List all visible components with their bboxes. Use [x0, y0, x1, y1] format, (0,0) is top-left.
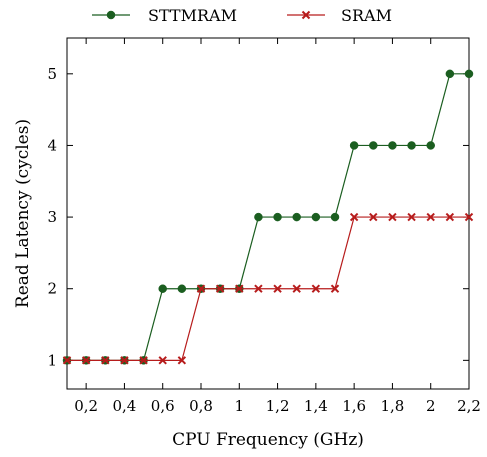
x-tick-label: 1,2 — [266, 397, 290, 415]
data-point-sram — [196, 284, 206, 293]
data-point-sttmram — [369, 141, 378, 150]
data-point-sttmram — [407, 141, 416, 150]
x-stroke — [101, 356, 110, 365]
x-stroke — [81, 356, 91, 365]
x-tick-label: 1 — [235, 397, 245, 415]
legend-marker — [106, 10, 116, 20]
data-point-sram — [464, 212, 474, 222]
plot-frame — [66, 37, 470, 390]
series-line-sram — [67, 216, 469, 361]
data-point-sttmram — [177, 284, 187, 293]
series-sram — [62, 212, 474, 365]
data-point-sttmram — [464, 69, 474, 79]
data-point-sram — [235, 284, 244, 293]
legend-label-sram: SRAM — [341, 6, 392, 25]
x-stroke — [311, 284, 321, 293]
data-point-sttmram — [273, 212, 282, 222]
x-stroke — [426, 212, 435, 222]
x-stroke — [177, 356, 187, 365]
data-point-sttmram — [292, 212, 301, 222]
data-point-sram — [349, 212, 359, 222]
x-stroke — [235, 284, 244, 293]
data-point-sram — [158, 356, 167, 365]
legend-label-sttmram: STTMRAM — [148, 6, 237, 25]
data-point-sttmram — [311, 212, 321, 222]
x-tick-label: 1,4 — [304, 397, 328, 415]
x-stroke — [330, 284, 340, 293]
data-point-sram — [177, 356, 187, 365]
x-stroke — [215, 284, 225, 293]
data-point-sram — [120, 356, 129, 365]
data-point-sram — [292, 284, 301, 293]
x-stroke — [120, 356, 129, 365]
data-point-sttmram — [254, 212, 263, 222]
x-stroke — [388, 212, 397, 222]
x-stroke — [292, 284, 301, 293]
legend-item-sttmram: STTMRAM — [92, 6, 237, 25]
y-tick-label: 5 — [47, 65, 57, 83]
x-tick-label: 0,6 — [151, 397, 175, 415]
data-point-sttmram — [349, 141, 359, 150]
x-stroke — [158, 356, 167, 365]
x-stroke — [273, 284, 282, 293]
legend: STTMRAM SRAM — [92, 6, 392, 25]
x-stroke — [301, 10, 311, 20]
x-stroke — [254, 284, 263, 293]
x-stroke — [407, 212, 416, 222]
legend-marker — [301, 10, 311, 20]
data-point-sram — [407, 212, 416, 222]
x-tick-label: 0,4 — [112, 397, 136, 415]
data-point-sram — [139, 356, 148, 365]
x-stroke — [445, 212, 455, 222]
x-tick-label: 0,8 — [189, 397, 213, 415]
x-stroke — [196, 284, 206, 293]
data-point-sram — [388, 212, 397, 222]
data-point-sram — [101, 356, 110, 365]
x-tick-label: 1,6 — [342, 397, 366, 415]
x-axis-label: CPU Frequency (GHz) — [172, 430, 364, 450]
data-point-sram — [330, 284, 340, 293]
x-tick-label: 2 — [426, 397, 436, 415]
x-tick-label: 0,2 — [74, 397, 98, 415]
x-stroke — [349, 212, 359, 222]
data-point-sram — [445, 212, 455, 222]
data-point-sttmram — [445, 69, 455, 79]
y-tick-label: 4 — [47, 136, 57, 154]
data-point-sram — [426, 212, 435, 222]
x-tick-label: 2,2 — [457, 397, 481, 415]
x-stroke — [464, 212, 474, 222]
y-tick-label: 3 — [47, 208, 57, 226]
legend-item-sram: SRAM — [287, 6, 392, 25]
data-point-sttmram — [330, 212, 340, 222]
x-tick-label: 1,8 — [380, 397, 404, 415]
x-stroke — [62, 356, 72, 365]
y-tick-label: 2 — [47, 280, 57, 298]
data-point-sram — [81, 356, 91, 365]
plot-area: 0,2 0,4 0,6 0,8 1 1,2 1,4 1,6 1,8 2 2,2 1 2 3 4 5 — [47, 37, 481, 415]
data-point-sram — [311, 284, 321, 293]
y-tick-label: 1 — [47, 351, 57, 369]
x-stroke — [369, 212, 378, 222]
x-stroke — [139, 356, 148, 365]
data-point-sttmram — [426, 141, 435, 150]
data-point-sram — [369, 212, 378, 222]
data-point-sram — [254, 284, 263, 293]
data-point-sttmram — [158, 284, 167, 293]
y-axis-label: Read Latency (cycles) — [13, 119, 33, 308]
data-point-sram — [62, 356, 72, 365]
data-point-sram — [273, 284, 282, 293]
data-point-sram — [215, 284, 225, 293]
data-point-sttmram — [388, 141, 397, 150]
